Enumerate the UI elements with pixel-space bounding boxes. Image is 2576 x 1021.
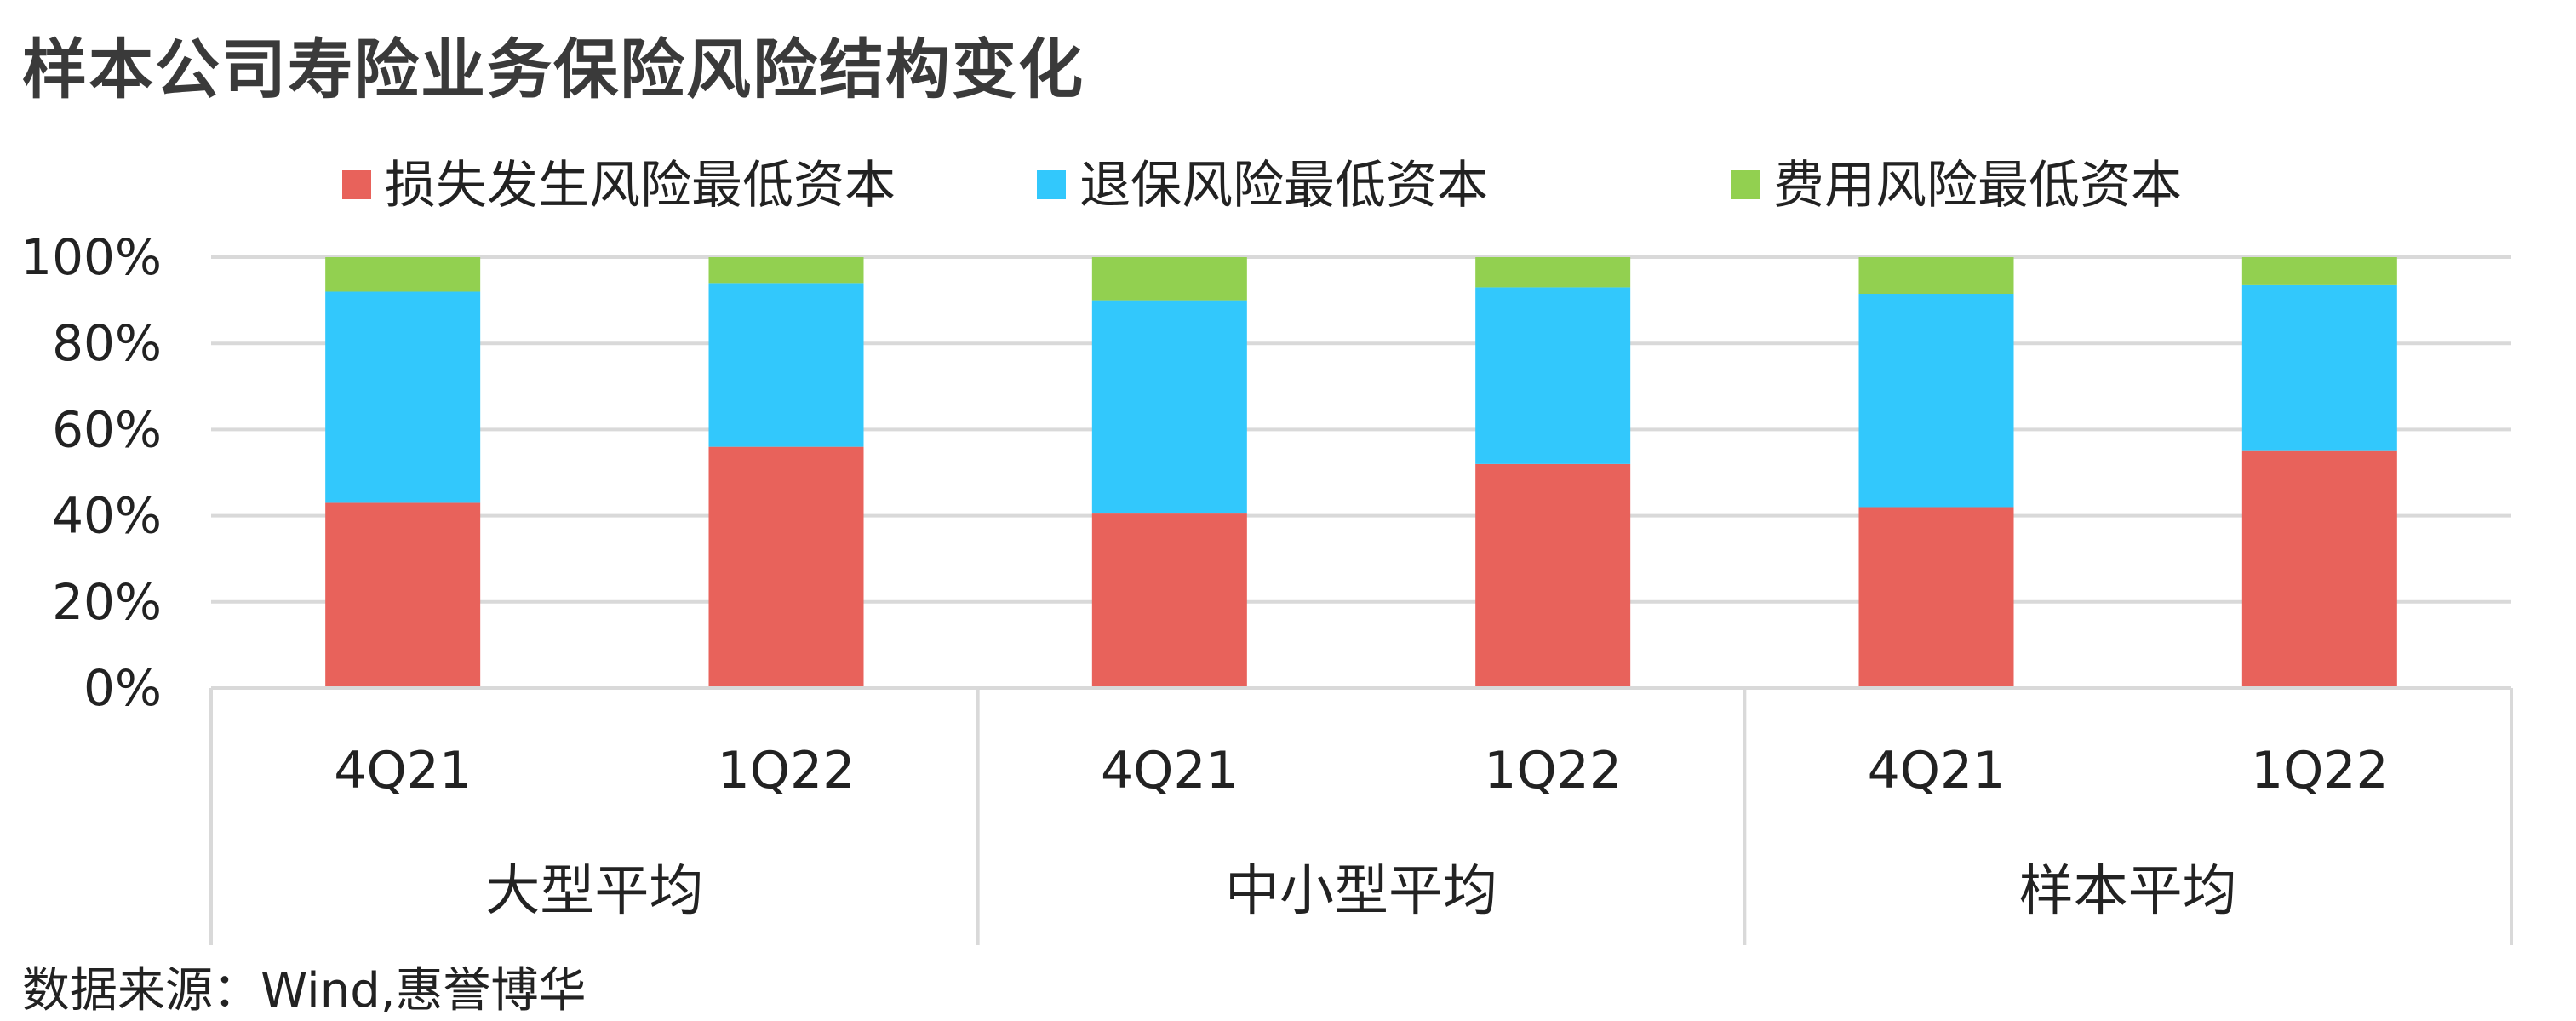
bar-segment-3 bbox=[2241, 257, 2397, 285]
bar-segment-1 bbox=[708, 446, 864, 688]
bar-segment-2 bbox=[1091, 300, 1247, 514]
bar-segment-2 bbox=[325, 291, 481, 503]
bar-segment-1 bbox=[1475, 463, 1631, 688]
x-group-label: 中小型平均 bbox=[1225, 860, 1497, 923]
x-group-label: 样本平均 bbox=[2019, 860, 2237, 923]
gridlines bbox=[211, 255, 2511, 604]
bars bbox=[325, 257, 2397, 688]
bar-segment-3 bbox=[708, 257, 864, 284]
x-category-label: 4Q21 bbox=[334, 741, 472, 800]
y-tick-label: 0% bbox=[83, 659, 162, 717]
x-category-label: 4Q21 bbox=[1101, 741, 1239, 800]
bar-segment-3 bbox=[1091, 257, 1247, 301]
x-category-label: 1Q22 bbox=[1484, 741, 1622, 800]
bar-segment-2 bbox=[1858, 294, 2014, 508]
bar-segment-1 bbox=[1858, 507, 2014, 688]
bar-segment-1 bbox=[2241, 450, 2397, 688]
bar-segment-2 bbox=[708, 283, 864, 447]
category-axis-frame bbox=[209, 686, 2513, 945]
bar-segment-2 bbox=[1475, 287, 1631, 464]
bar-segment-2 bbox=[2241, 284, 2397, 451]
legend-label: 退保风险最低资本 bbox=[1079, 156, 1488, 215]
x-group-label: 大型平均 bbox=[485, 860, 703, 923]
legend-swatch bbox=[1731, 170, 1760, 199]
y-tick-label: 40% bbox=[52, 487, 162, 545]
legend-swatch bbox=[1037, 170, 1066, 199]
x-category-label: 1Q22 bbox=[2251, 741, 2389, 800]
bar-segment-3 bbox=[1858, 257, 2014, 295]
y-tick-label: 20% bbox=[52, 573, 162, 631]
bar-segment-3 bbox=[1475, 257, 1631, 288]
bar-segment-1 bbox=[1091, 513, 1247, 688]
source-note: 数据来源：Wind,惠誉博华 bbox=[22, 963, 587, 1018]
legend-swatch bbox=[342, 170, 371, 199]
y-axis-ticks: 0% 20% 40% 60% 80% 100% bbox=[20, 228, 162, 717]
legend-label: 费用风险最低资本 bbox=[1773, 156, 2182, 215]
chart-title: 样本公司寿险业务保险风险结构变化 bbox=[22, 32, 1085, 107]
bar-segment-3 bbox=[325, 257, 481, 292]
legend-label: 损失发生风险最低资本 bbox=[385, 156, 896, 215]
y-tick-label: 60% bbox=[52, 400, 162, 458]
bar-segment-1 bbox=[325, 502, 481, 688]
x-category-label: 1Q22 bbox=[718, 741, 856, 800]
x-axis-labels: 4Q21 1Q22 4Q21 1Q22 4Q21 1Q22 大型平均 中小型平均 样本平均 bbox=[334, 741, 2388, 923]
y-tick-label: 100% bbox=[20, 228, 162, 286]
legend: 损失发生风险最低资本 退保风险最低资本 费用风险最低资本 bbox=[342, 156, 2182, 215]
x-category-label: 4Q21 bbox=[1868, 741, 2006, 800]
y-tick-label: 80% bbox=[52, 314, 162, 372]
